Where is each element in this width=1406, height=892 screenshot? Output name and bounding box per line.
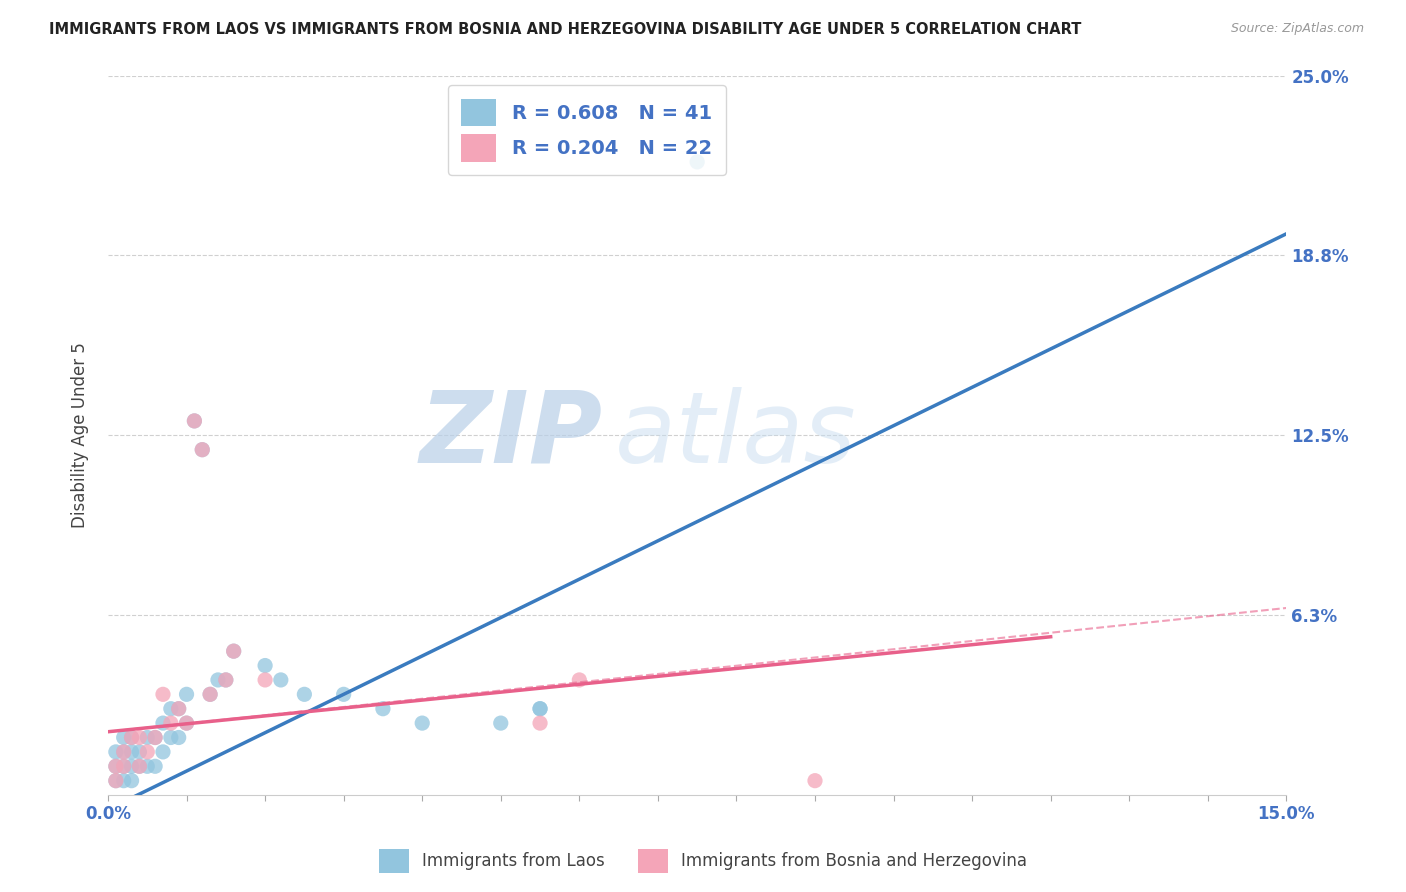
Point	[128, 759, 150, 773]
Point	[160, 702, 183, 716]
Point	[332, 687, 354, 701]
Point	[104, 773, 127, 788]
Point	[176, 716, 198, 731]
Point	[152, 687, 174, 701]
Point	[222, 644, 245, 658]
Point	[489, 716, 512, 731]
Point	[112, 745, 135, 759]
Point	[128, 731, 150, 745]
Point	[191, 442, 214, 457]
Point	[112, 759, 135, 773]
Point	[254, 673, 277, 687]
Text: atlas: atlas	[614, 387, 856, 483]
Point	[143, 731, 166, 745]
Point	[104, 759, 127, 773]
Point	[371, 702, 394, 716]
Point	[270, 673, 292, 687]
Legend: R = 0.608   N = 41, R = 0.204   N = 22: R = 0.608 N = 41, R = 0.204 N = 22	[447, 86, 725, 175]
Point	[215, 673, 238, 687]
Point	[254, 658, 277, 673]
Point	[121, 731, 143, 745]
Text: Source: ZipAtlas.com: Source: ZipAtlas.com	[1230, 22, 1364, 36]
Point	[176, 687, 198, 701]
Point	[152, 745, 174, 759]
Point	[160, 731, 183, 745]
Point	[136, 745, 159, 759]
Point	[176, 716, 198, 731]
Point	[104, 745, 127, 759]
Point	[804, 773, 827, 788]
Point	[183, 414, 205, 428]
Text: IMMIGRANTS FROM LAOS VS IMMIGRANTS FROM BOSNIA AND HERZEGOVINA DISABILITY AGE UN: IMMIGRANTS FROM LAOS VS IMMIGRANTS FROM …	[49, 22, 1081, 37]
Point	[104, 759, 127, 773]
Point	[198, 687, 221, 701]
Point	[568, 673, 591, 687]
Point	[143, 759, 166, 773]
Point	[136, 759, 159, 773]
Point	[167, 702, 190, 716]
Point	[152, 716, 174, 731]
Point	[128, 745, 150, 759]
Point	[136, 731, 159, 745]
Point	[529, 702, 551, 716]
Point	[104, 773, 127, 788]
Point	[207, 673, 229, 687]
Point	[686, 154, 709, 169]
Point	[529, 716, 551, 731]
Point	[143, 731, 166, 745]
Point	[128, 759, 150, 773]
Point	[112, 745, 135, 759]
Point	[121, 731, 143, 745]
Point	[215, 673, 238, 687]
Y-axis label: Disability Age Under 5: Disability Age Under 5	[72, 343, 89, 528]
Point	[167, 702, 190, 716]
Point	[112, 759, 135, 773]
Point	[112, 731, 135, 745]
Point	[292, 687, 315, 701]
Point	[160, 716, 183, 731]
Text: ZIP: ZIP	[420, 387, 603, 483]
Point	[198, 687, 221, 701]
Point	[121, 773, 143, 788]
Point	[121, 759, 143, 773]
Point	[411, 716, 433, 731]
Point	[121, 745, 143, 759]
Point	[167, 731, 190, 745]
Legend: Immigrants from Laos, Immigrants from Bosnia and Herzegovina: Immigrants from Laos, Immigrants from Bo…	[373, 842, 1033, 880]
Point	[191, 442, 214, 457]
Point	[183, 414, 205, 428]
Point	[222, 644, 245, 658]
Point	[112, 773, 135, 788]
Point	[529, 702, 551, 716]
